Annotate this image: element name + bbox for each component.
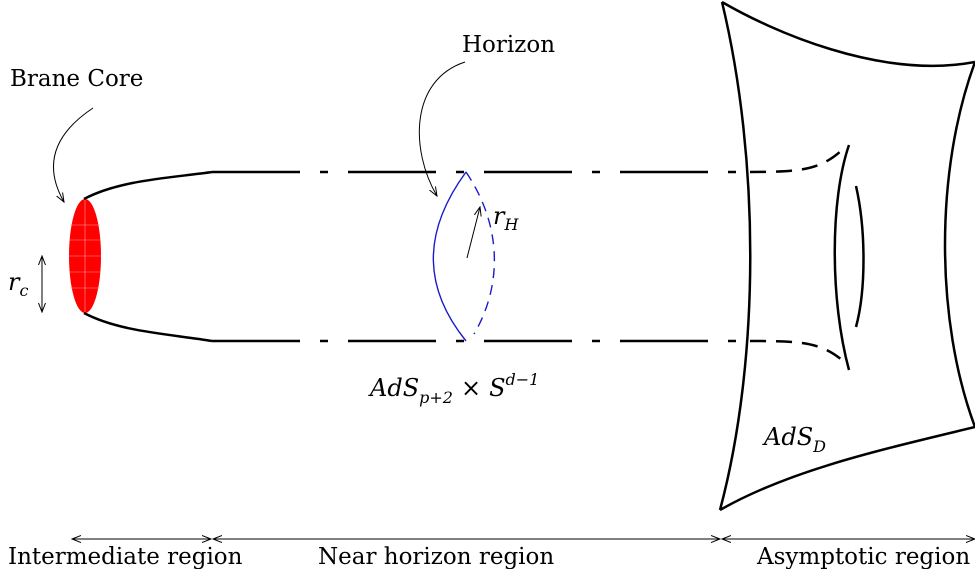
near-horizon-geometry-label: AdSp+2 × Sd−1 xyxy=(368,370,539,407)
throat-lower-curve xyxy=(83,311,213,343)
asymptotic-region-outline xyxy=(718,0,975,512)
near-geom-times: × xyxy=(461,374,481,402)
horizon-radius-arrow xyxy=(466,207,480,259)
horizon-dashed-arc xyxy=(465,171,496,335)
intermediate-region-label: Intermediate region xyxy=(8,544,243,569)
horizon-radius-symbol: r xyxy=(493,202,506,230)
asymptotic-region-label: Asymptotic region xyxy=(756,544,970,569)
near-geom-ads-subscript: p+2 xyxy=(419,388,453,407)
near-horizon-region-label: Near horizon region xyxy=(318,544,554,569)
horizon-solid-arc xyxy=(432,171,467,342)
horizon-pointer-arrow xyxy=(418,61,466,196)
horizon-label: Horizon xyxy=(462,32,555,58)
brane-core-hatching xyxy=(69,200,101,312)
near-geom-sphere: S xyxy=(489,374,505,402)
near-geom-sphere-superscript: d−1 xyxy=(506,370,540,389)
throat-upper-curve xyxy=(83,170,213,201)
asym-geom-subscript: D xyxy=(812,437,826,456)
asymptotic-lower-connector xyxy=(749,339,843,361)
core-radius-label: rc xyxy=(8,268,28,300)
horizon-radius-subscript: H xyxy=(503,215,519,234)
near-geom-ads: AdS xyxy=(368,374,419,402)
asymptotic-geometry-label: AdSD xyxy=(762,423,826,456)
asymptotic-inner-left-arc xyxy=(833,144,851,371)
asym-geom-ads: AdS xyxy=(762,423,813,451)
horizon-radius-label: rH xyxy=(493,202,519,234)
brane-core-label: Brane Core xyxy=(10,66,143,92)
asymptotic-upper-connector xyxy=(749,149,843,174)
asymptotic-inner-right-arc xyxy=(854,185,865,328)
core-radius-symbol: r xyxy=(8,268,21,296)
brane-core-pointer-arrow xyxy=(53,107,94,202)
core-radius-subscript: c xyxy=(19,281,28,300)
